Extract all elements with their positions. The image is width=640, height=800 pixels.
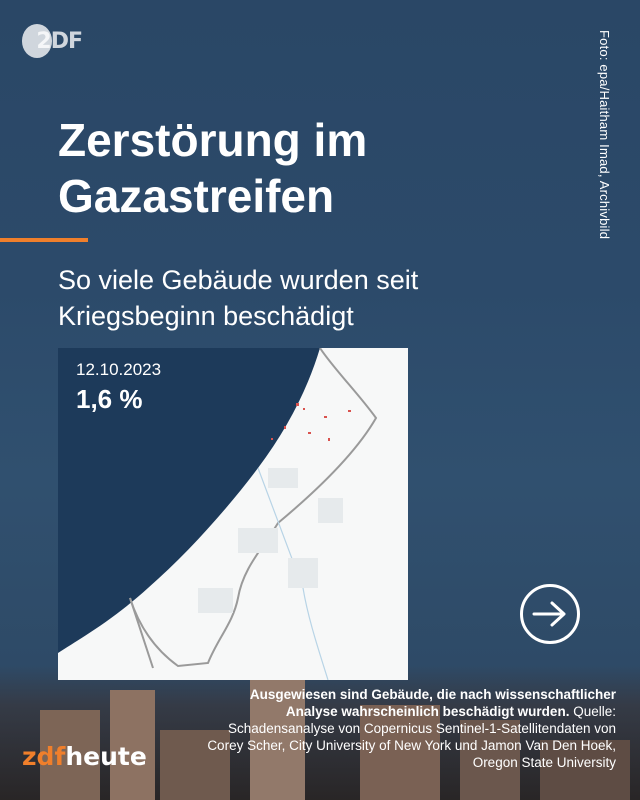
page-subtitle: So viele Gebäude wurden seit Kriegsbegin… (58, 265, 419, 331)
accent-line (0, 238, 88, 242)
background-rubble (0, 665, 640, 800)
gaza-map-svg (58, 348, 378, 680)
brand-zdf: zdf (22, 742, 66, 771)
brand-heute: heute (65, 742, 147, 771)
note-source: Quelle: Schadensanalyse von Copernicus S… (207, 704, 616, 770)
next-button[interactable] (520, 584, 580, 644)
border-segment (129, 597, 154, 669)
damage-map: 12.10.2023 1,6 % (58, 348, 408, 680)
arrow-right-icon (532, 601, 566, 627)
note-disclaimer: Ausgewiesen sind Gebäude, die nach wisse… (249, 687, 616, 719)
photo-credit: Foto: epa/Haitham Imad, Archivbild (597, 30, 612, 240)
sea-area (58, 348, 320, 653)
logo-circle-icon (22, 24, 53, 58)
zdf-logo: 2DF (22, 22, 83, 60)
zdfheute-logo: zdf heute (22, 742, 147, 771)
source-note: Ausgewiesen sind Gebäude, die nach wisse… (196, 686, 616, 771)
logo-text: 2DF (36, 28, 83, 54)
damage-percent: 1,6 % (76, 384, 143, 414)
map-date: 12.10.2023 (76, 360, 162, 379)
damaged-buildings (271, 403, 351, 441)
buildings-texture (198, 468, 343, 613)
page-title: Zerstörung im Gazastreifen (58, 114, 368, 222)
